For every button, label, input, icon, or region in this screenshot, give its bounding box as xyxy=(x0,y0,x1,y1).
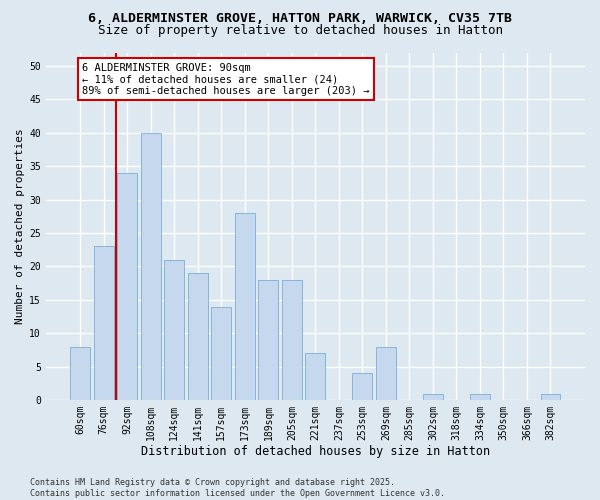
Bar xyxy=(376,346,396,400)
Bar xyxy=(282,280,302,400)
Bar xyxy=(470,394,490,400)
Y-axis label: Number of detached properties: Number of detached properties xyxy=(15,128,25,324)
Bar xyxy=(211,306,232,400)
Bar xyxy=(352,374,373,400)
Bar xyxy=(259,280,278,400)
Bar xyxy=(188,273,208,400)
Bar xyxy=(118,173,137,400)
Bar xyxy=(164,260,184,400)
Bar xyxy=(423,394,443,400)
Text: 6, ALDERMINSTER GROVE, HATTON PARK, WARWICK, CV35 7TB: 6, ALDERMINSTER GROVE, HATTON PARK, WARW… xyxy=(88,12,512,26)
Text: Contains HM Land Registry data © Crown copyright and database right 2025.
Contai: Contains HM Land Registry data © Crown c… xyxy=(30,478,445,498)
Bar xyxy=(541,394,560,400)
Text: 6 ALDERMINSTER GROVE: 90sqm
← 11% of detached houses are smaller (24)
89% of sem: 6 ALDERMINSTER GROVE: 90sqm ← 11% of det… xyxy=(82,62,370,96)
X-axis label: Distribution of detached houses by size in Hatton: Distribution of detached houses by size … xyxy=(141,444,490,458)
Bar xyxy=(70,346,90,400)
Bar xyxy=(235,213,255,400)
Bar xyxy=(305,354,325,400)
Bar xyxy=(141,132,161,400)
Text: Size of property relative to detached houses in Hatton: Size of property relative to detached ho… xyxy=(97,24,503,37)
Bar xyxy=(94,246,114,400)
